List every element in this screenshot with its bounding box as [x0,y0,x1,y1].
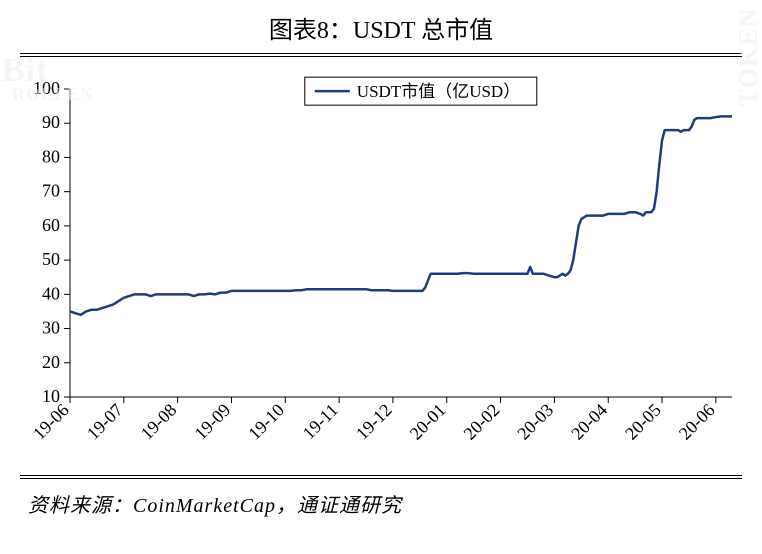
svg-text:20: 20 [42,352,60,372]
figure-container: 图表8：USDT 总市值 10203040506070809010019-061… [0,0,762,554]
svg-text:20-05: 20-05 [621,400,665,444]
divider-bottom-2 [20,478,742,479]
svg-text:70: 70 [42,181,60,201]
svg-text:100: 100 [33,78,60,98]
svg-text:20-04: 20-04 [567,400,611,444]
svg-text:19-06: 19-06 [29,400,73,444]
svg-text:90: 90 [42,112,60,132]
svg-text:20-03: 20-03 [513,400,557,444]
svg-text:20-02: 20-02 [460,400,504,444]
source-text: 资料来源：CoinMarketCap，通证通研究 [0,481,762,518]
svg-text:19-08: 19-08 [137,400,181,444]
svg-text:19-11: 19-11 [299,400,342,443]
svg-text:30: 30 [42,318,60,338]
divider-bottom-1 [20,475,742,476]
svg-text:19-09: 19-09 [190,400,234,444]
chart-title: 图表8：USDT 总市值 [0,0,762,53]
svg-text:20-06: 20-06 [675,400,719,444]
chart-area: 10203040506070809010019-0619-0719-0819-0… [20,67,742,467]
svg-text:80: 80 [42,146,60,166]
svg-text:20-01: 20-01 [406,400,450,444]
line-chart: 10203040506070809010019-0619-0719-0819-0… [20,67,742,467]
svg-text:19-07: 19-07 [83,400,127,444]
svg-text:19-12: 19-12 [352,400,396,444]
svg-text:50: 50 [42,249,60,269]
svg-text:USDT市值（亿USD）: USDT市值（亿USD） [357,82,520,101]
divider-top-1 [20,53,742,54]
svg-text:19-10: 19-10 [244,400,288,444]
svg-text:60: 60 [42,215,60,235]
svg-text:40: 40 [42,283,60,303]
divider-top-2 [20,56,742,57]
